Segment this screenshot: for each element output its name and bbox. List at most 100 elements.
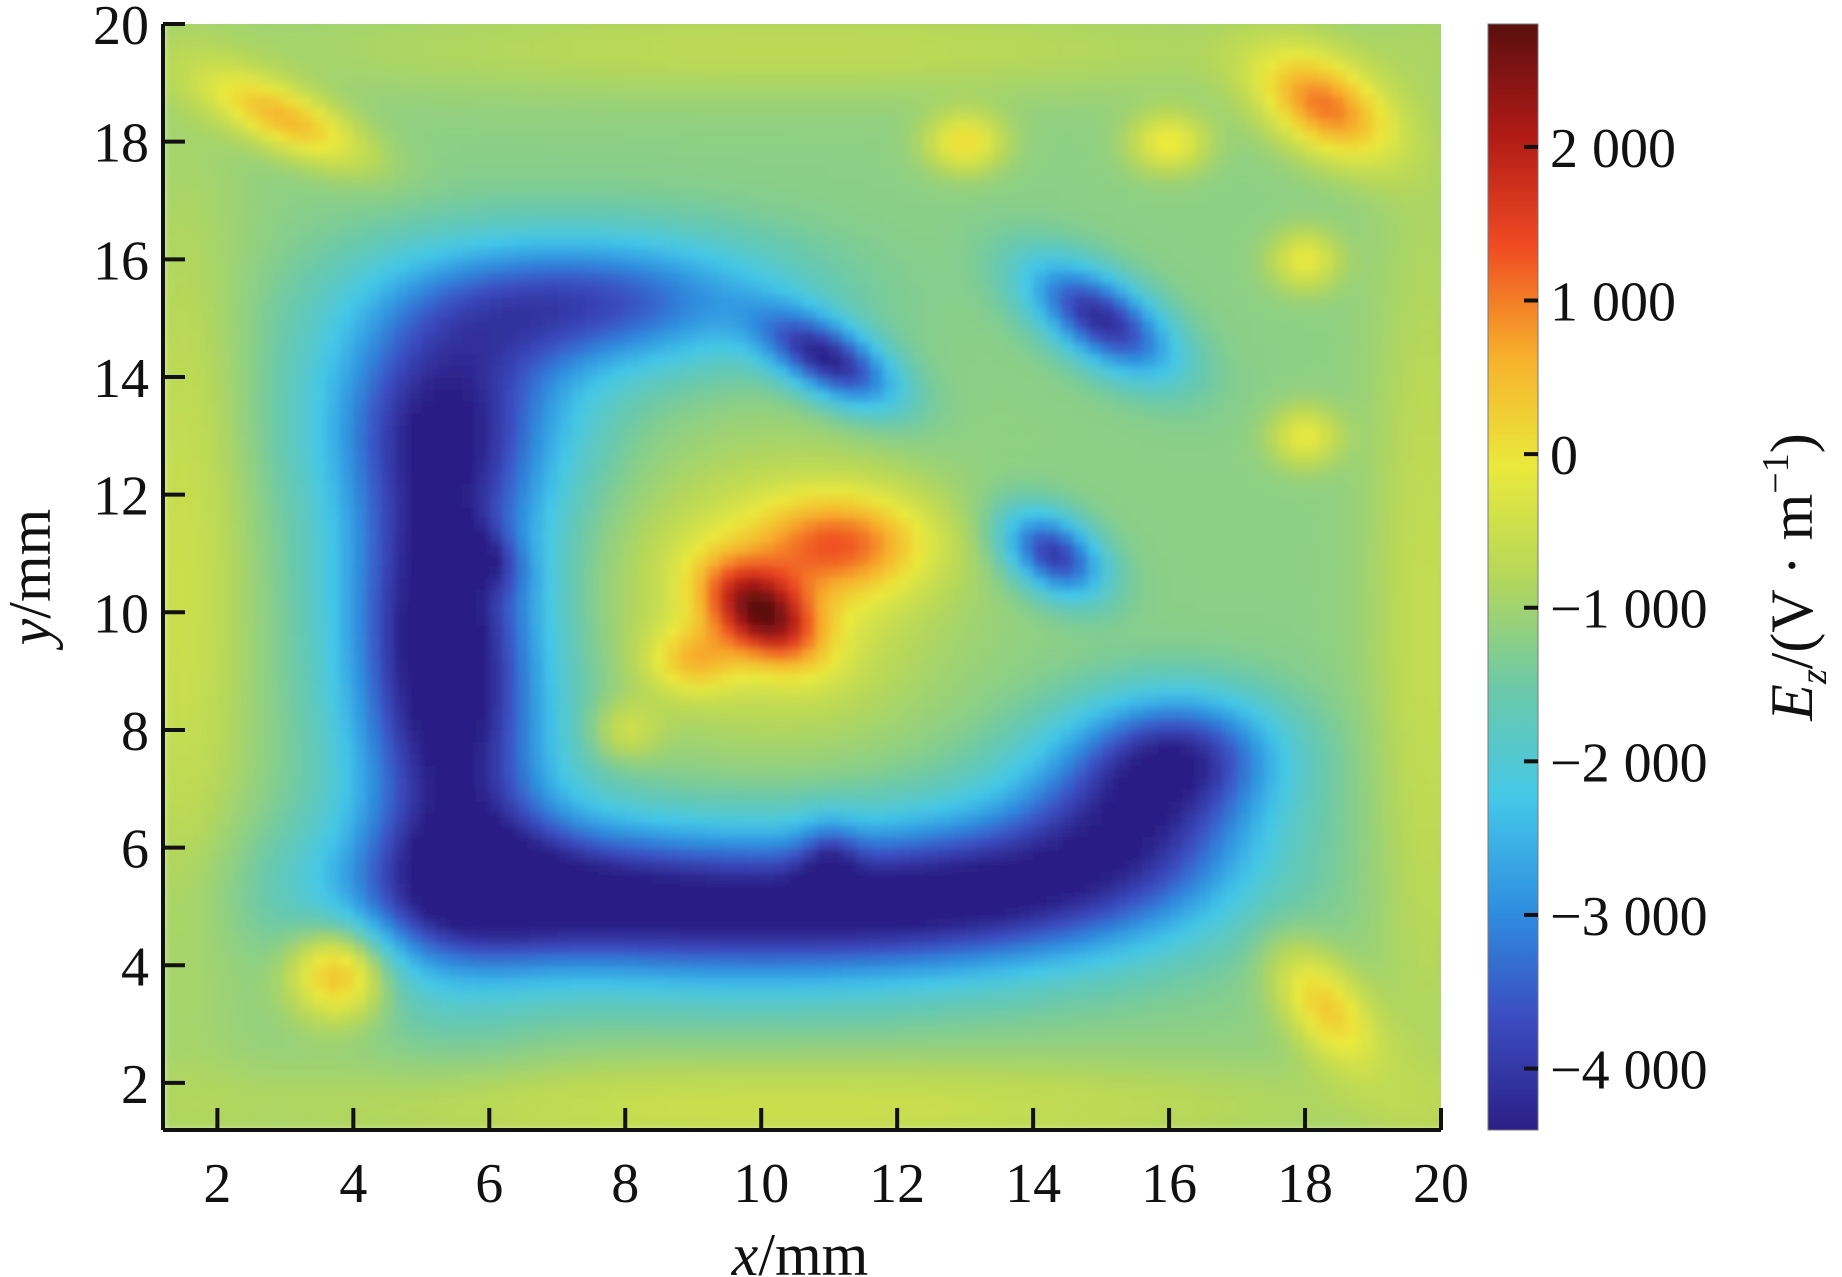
heatmap-cell: [652, 459, 667, 473]
heatmap-cell: [516, 129, 532, 143]
heatmap-cell: [598, 824, 613, 837]
heatmap-cell: [299, 1059, 314, 1073]
heatmap-cell: [761, 188, 776, 202]
heatmap-cell: [339, 1035, 355, 1049]
heatmap-cell: [394, 329, 409, 343]
heatmap-cell: [217, 71, 232, 84]
heatmap-cell: [203, 753, 219, 767]
heatmap-cell: [747, 106, 763, 120]
heatmap-cell: [734, 306, 749, 320]
heatmap-cell: [638, 800, 654, 814]
heatmap-cell: [530, 741, 545, 755]
heatmap-cell: [244, 529, 260, 543]
heatmap-cell: [666, 659, 681, 673]
heatmap-cell: [326, 718, 341, 731]
heatmap-cell: [706, 24, 722, 25]
heatmap-cell: [829, 553, 844, 567]
heatmap-cell: [163, 471, 178, 484]
heatmap-cell: [693, 835, 708, 849]
heatmap-cell: [652, 412, 667, 426]
heatmap-cell: [706, 271, 722, 284]
heatmap-cell: [666, 694, 681, 708]
heatmap-cell: [190, 282, 205, 296]
heatmap-cell: [611, 482, 627, 496]
heatmap-cell: [625, 235, 640, 249]
heatmap-cell: [217, 388, 232, 402]
heatmap-cell: [326, 341, 341, 355]
heatmap-cell: [720, 271, 735, 284]
heatmap-cell: [611, 612, 627, 626]
heatmap-cell: [842, 800, 858, 814]
heatmap-cell: [829, 200, 844, 214]
heatmap-cell: [611, 565, 627, 578]
heatmap-cell: [679, 941, 695, 955]
heatmap-cell: [693, 188, 708, 202]
heatmap-cell: [679, 318, 695, 331]
heatmap-cell: [407, 412, 423, 426]
heatmap-cell: [802, 624, 817, 637]
heatmap-cell: [706, 553, 722, 567]
heatmap-cell: [244, 482, 260, 496]
heatmap-cell: [489, 129, 504, 143]
heatmap-cell: [625, 129, 640, 143]
heatmap-cell: [516, 941, 532, 955]
heatmap-cell: [203, 1035, 219, 1049]
heatmap-cell: [462, 306, 477, 320]
heatmap-cell: [829, 659, 844, 673]
heatmap-cell: [299, 294, 314, 308]
heatmap-cell: [747, 247, 763, 261]
heatmap-cell: [693, 1118, 708, 1130]
heatmap-cell: [842, 294, 858, 308]
heatmap-cell: [842, 82, 858, 96]
heatmap-cell: [176, 388, 192, 402]
heatmap-cell: [720, 800, 735, 814]
heatmap-cell: [829, 1118, 844, 1130]
heatmap-cell: [570, 1106, 586, 1120]
heatmap-cell: [625, 824, 640, 837]
heatmap-cell: [190, 1012, 205, 1026]
heatmap-cell: [394, 941, 409, 955]
heatmap-cell: [761, 706, 776, 720]
heatmap-cell: [203, 741, 219, 755]
heatmap-cell: [679, 1094, 695, 1108]
heatmap-cell: [190, 541, 205, 555]
heatmap-cell: [842, 329, 858, 343]
heatmap-cell: [339, 353, 355, 367]
heatmap-cell: [557, 518, 572, 531]
heatmap-cell: [761, 965, 776, 979]
heatmap-cell: [652, 988, 667, 1002]
heatmap-cell: [394, 988, 409, 1002]
heatmap-cell: [761, 447, 776, 461]
heatmap-cell: [489, 659, 504, 673]
heatmap-cell: [326, 24, 341, 25]
heatmap-cell: [815, 1035, 831, 1049]
heatmap-cell: [870, 859, 885, 873]
heatmap-cell: [258, 859, 273, 873]
heatmap-cell: [611, 894, 627, 908]
heatmap-cell: [543, 165, 559, 178]
heatmap-cell: [598, 624, 613, 637]
heatmap-cell: [231, 153, 246, 167]
heatmap-cell: [679, 659, 695, 673]
heatmap-cell: [856, 1035, 871, 1049]
heatmap-cell: [747, 400, 763, 414]
heatmap-cell: [802, 753, 817, 767]
heatmap-cell: [570, 59, 586, 73]
heatmap-cell: [870, 706, 885, 720]
heatmap-cell: [163, 753, 178, 767]
heatmap-cell: [625, 894, 640, 908]
heatmap-cell: [543, 400, 559, 414]
heatmap-cell: [231, 306, 246, 320]
heatmap-cell: [244, 35, 260, 49]
heatmap-cell: [734, 988, 749, 1002]
heatmap-cell: [285, 506, 300, 520]
heatmap-cell: [217, 1106, 232, 1120]
heatmap-cell: [299, 930, 314, 943]
heatmap-cell: [462, 847, 477, 861]
heatmap-cell: [516, 682, 532, 696]
heatmap-cell: [271, 35, 287, 49]
heatmap-cell: [679, 847, 695, 861]
heatmap-cell: [856, 212, 871, 226]
heatmap-cell: [530, 1035, 545, 1049]
heatmap-cell: [856, 600, 871, 614]
